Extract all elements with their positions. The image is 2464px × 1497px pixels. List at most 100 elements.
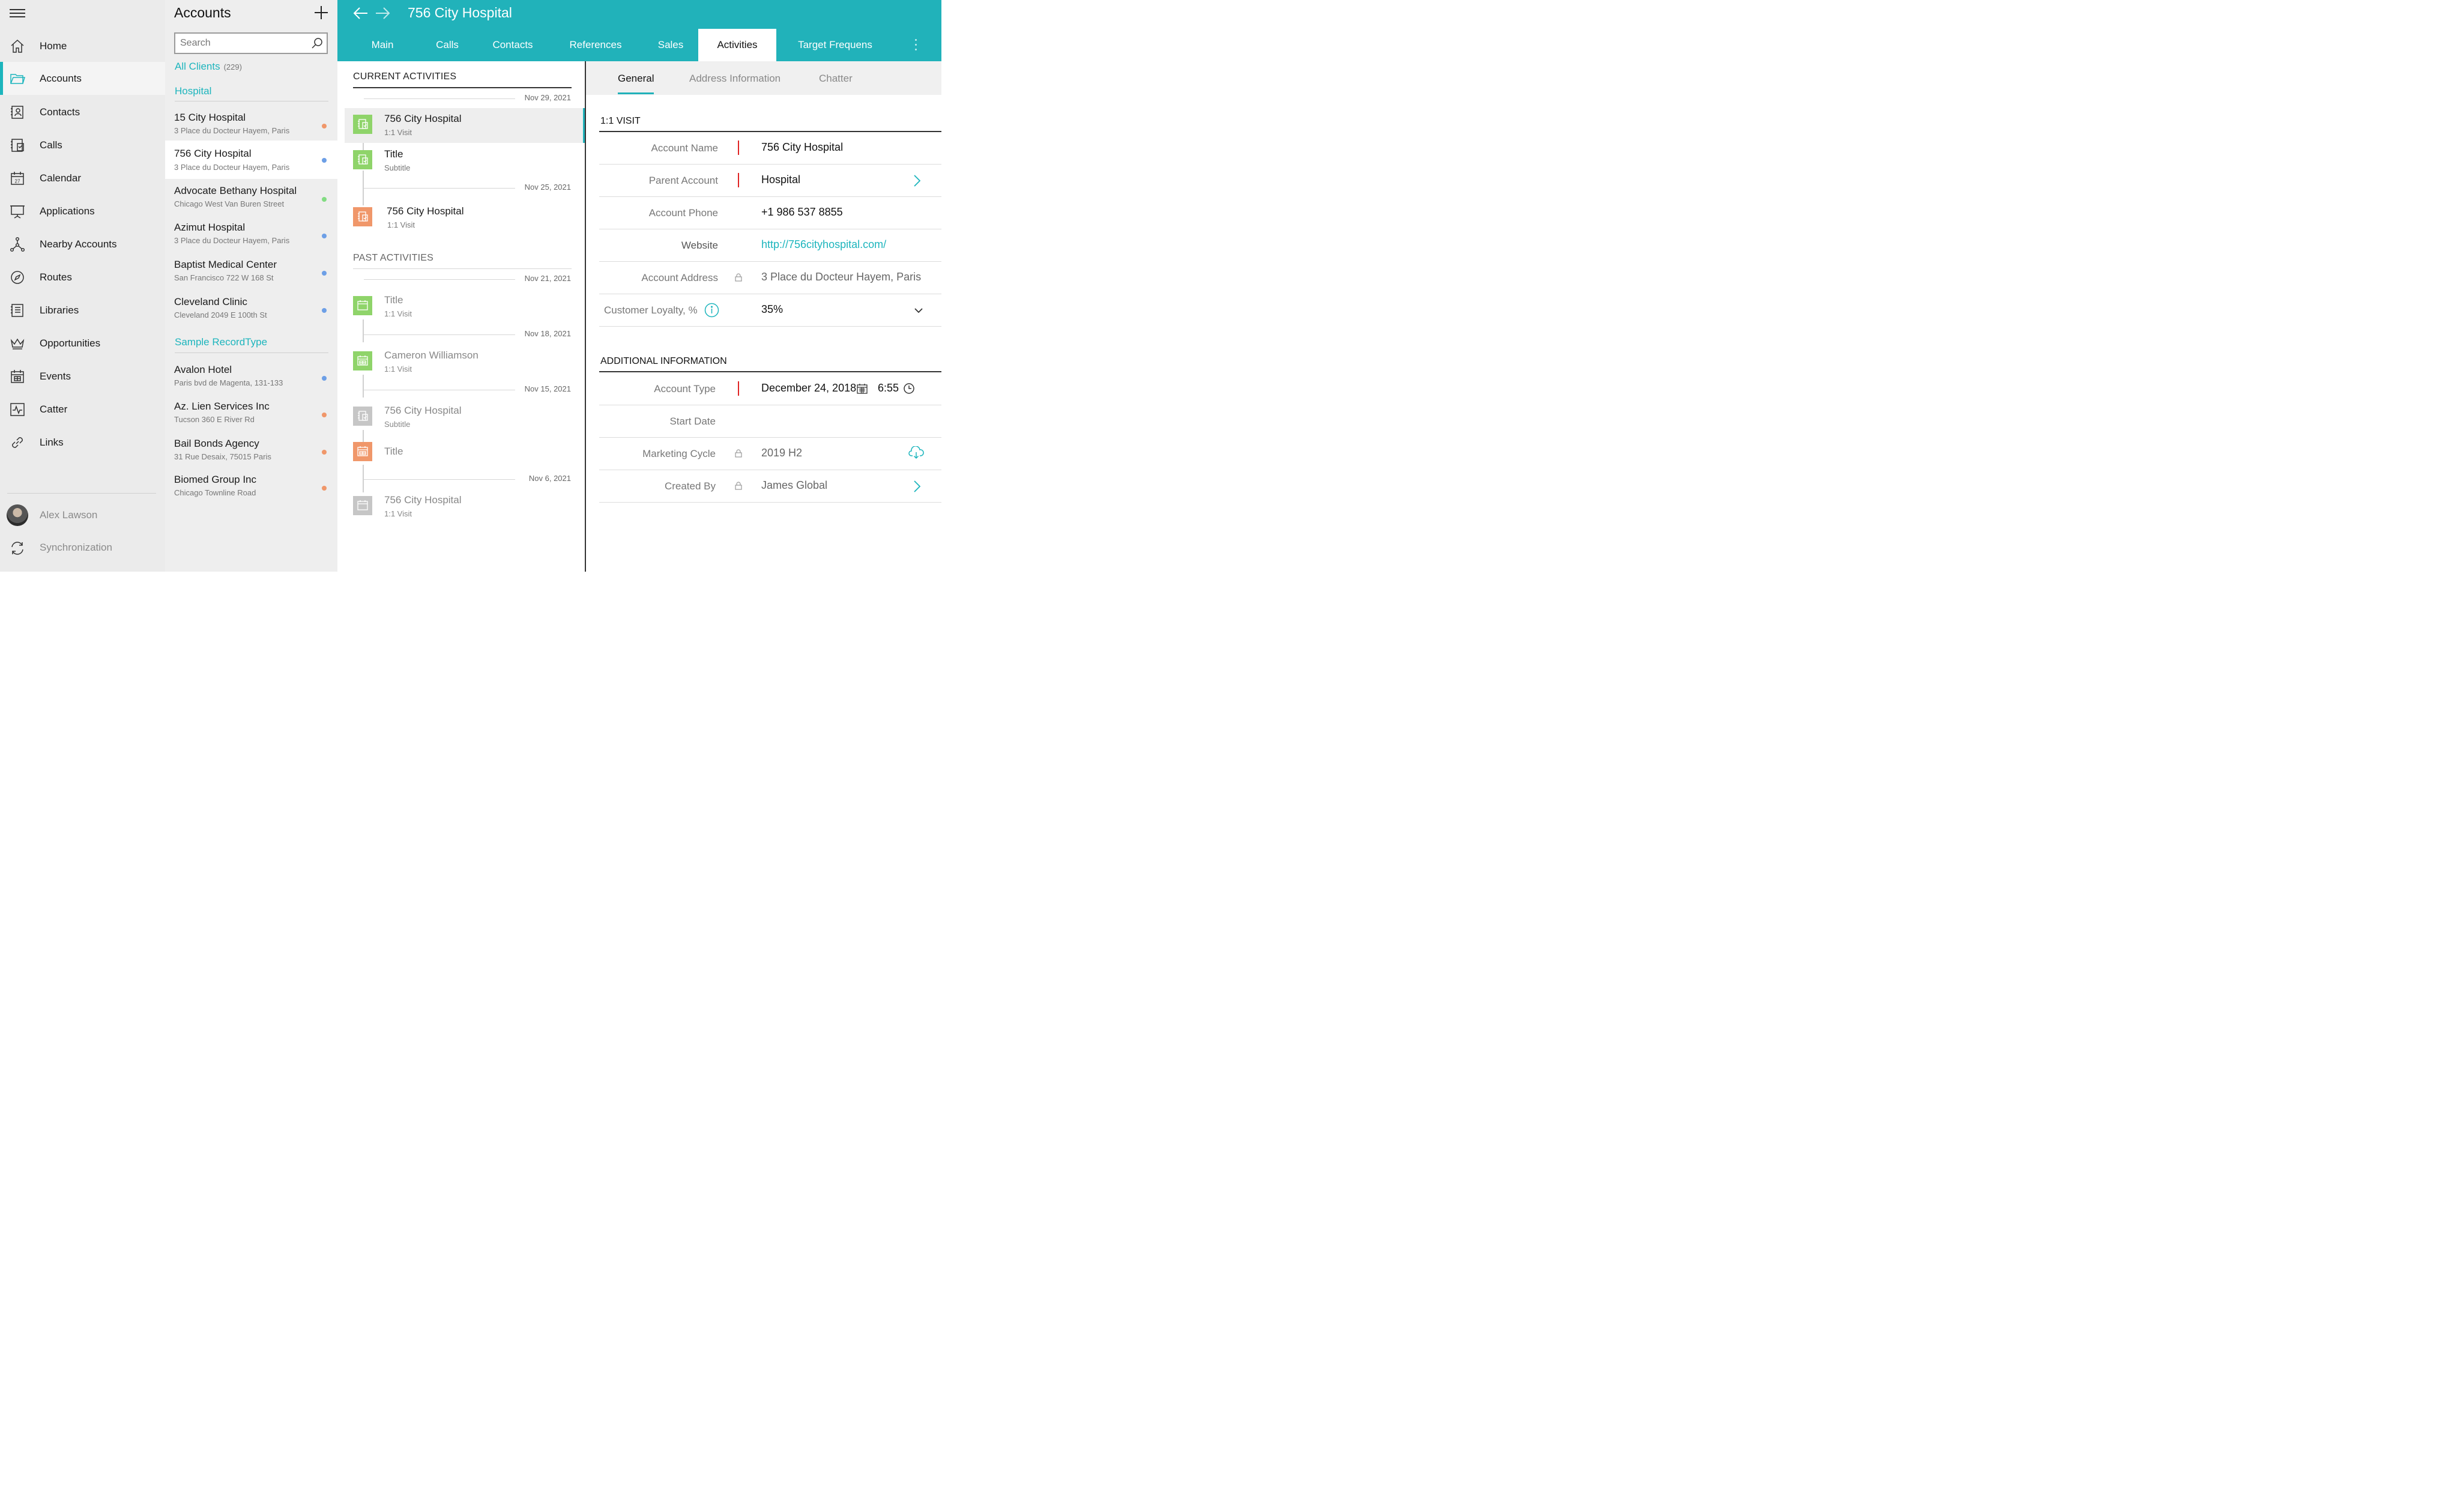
activity-item[interactable]: Title Subtitle	[345, 144, 585, 178]
timeline-connector	[363, 375, 364, 398]
field-value: 3 Place du Docteur Hayem, Paris	[761, 271, 922, 283]
nav-item-routes[interactable]: Routes	[0, 261, 165, 294]
account-item-selected[interactable]: 756 City Hospital 3 Place du Docteur Hay…	[165, 141, 337, 179]
activity-title: Cameron Williamson	[384, 349, 479, 361]
section-divider	[353, 268, 572, 269]
list-title: Accounts	[174, 5, 231, 20]
tab-activities[interactable]: Activities	[698, 29, 776, 61]
more-options-icon[interactable]	[911, 39, 920, 53]
add-icon[interactable]	[313, 5, 329, 20]
activity-title: Title	[384, 148, 403, 160]
clock-icon[interactable]	[903, 383, 915, 395]
field-customer-loyalty[interactable]: Customer Loyalty, % 35%	[599, 294, 941, 327]
contacts-icon	[11, 106, 23, 119]
cloud-download-icon[interactable]	[908, 446, 924, 459]
account-item[interactable]: Cleveland Clinic Cleveland 2049 E 100th …	[165, 292, 337, 330]
tab-contacts[interactable]: Contacts	[492, 39, 533, 50]
account-item[interactable]: Avalon Hotel Paris bvd de Magenta, 131-1…	[165, 360, 337, 398]
activity-title: 756 City Hospital	[384, 494, 462, 506]
activity-item[interactable]: 756 City Hospital 1:1 Visit	[345, 489, 585, 524]
website-link[interactable]: http://756cityhospital.com/	[761, 238, 887, 250]
activity-item[interactable]: Title	[345, 435, 585, 470]
activity-item[interactable]: Cameron Williamson 1:1 Visit	[345, 345, 585, 380]
status-dot	[322, 486, 327, 491]
nav-item-home[interactable]: Home	[0, 29, 165, 62]
timeline-connector	[363, 430, 364, 442]
forward-arrow-icon[interactable]	[375, 6, 390, 20]
tab-target-frequens[interactable]: Target Frequens	[798, 39, 872, 50]
nav-item-catter[interactable]: Catter	[0, 393, 165, 426]
accounts-list-panel: Accounts All Clients(229) Hospital 15 Ci…	[165, 0, 337, 572]
current-activities-title: CURRENT ACTIVITIES	[353, 71, 457, 82]
field-label: Account Name	[651, 142, 719, 154]
nav-user[interactable]: Alex Lawson	[0, 500, 165, 531]
section-divider	[599, 131, 941, 132]
activity-item-selected[interactable]: 756 City Hospital 1:1 Visit	[345, 108, 585, 143]
date-label: Nov 25, 2021	[524, 183, 571, 192]
tab-address-information[interactable]: Address Information	[689, 73, 781, 84]
field-parent-account[interactable]: Parent Account Hospital	[599, 165, 941, 197]
nav-item-links[interactable]: Links	[0, 426, 165, 459]
sync-icon	[11, 542, 23, 555]
activity-item[interactable]: 756 City Hospital Subtitle	[345, 400, 585, 435]
nav-sync[interactable]: Synchronization	[0, 532, 165, 563]
field-start-date[interactable]: Start Date	[599, 405, 941, 438]
account-item[interactable]: Baptist Medical Center San Francisco 722…	[165, 255, 337, 292]
nav-item-contacts[interactable]: Contacts	[0, 95, 165, 129]
all-clients-filter[interactable]: All Clients (229)	[175, 61, 242, 73]
search-input[interactable]	[174, 32, 328, 54]
nav-item-events[interactable]: Events	[0, 360, 165, 393]
presentation-icon	[10, 205, 25, 219]
back-arrow-icon[interactable]	[353, 6, 369, 20]
tab-general[interactable]: General	[618, 73, 654, 84]
field-account-name[interactable]: Account Name 756 City Hospital	[599, 132, 941, 165]
nav-sidebar: Home Accounts Contacts Calls 27 Calendar…	[0, 0, 165, 572]
account-name: Avalon Hotel	[174, 364, 232, 375]
field-created-by[interactable]: Created By James Global	[599, 470, 941, 503]
nav-item-applications[interactable]: Applications	[0, 195, 165, 228]
account-item[interactable]: Advocate Bethany Hospital Chicago West V…	[165, 181, 337, 219]
account-item[interactable]: Biomed Group Inc Chicago Townline Road	[165, 470, 337, 507]
account-item[interactable]: 15 City Hospital 3 Place du Docteur Haye…	[165, 108, 337, 145]
tab-main[interactable]: Main	[371, 39, 394, 50]
field-account-type[interactable]: Account Type December 24, 2018 6:55	[599, 373, 941, 405]
date-label: Nov 6, 2021	[528, 474, 571, 483]
activity-item[interactable]: 756 City Hospital 1:1 Visit	[345, 201, 585, 235]
calendar-icon[interactable]	[856, 383, 868, 395]
account-name: Biomed Group Inc	[174, 474, 257, 485]
nav-divider	[7, 493, 156, 494]
nav-item-opportunities[interactable]: Opportunities	[0, 327, 165, 360]
home-icon	[11, 39, 24, 53]
nav-item-accounts[interactable]: Accounts	[0, 62, 165, 95]
date-value: December 24, 2018	[761, 382, 857, 394]
link-icon	[12, 437, 23, 448]
account-item[interactable]: Bail Bonds Agency 31 Rue Desaix, 75015 P…	[165, 434, 337, 471]
chevron-right-icon[interactable]	[913, 480, 921, 493]
tab-calls[interactable]: Calls	[436, 39, 459, 50]
date-separator: Nov 15, 2021	[364, 384, 571, 396]
nav-item-calls[interactable]: Calls	[0, 129, 165, 162]
nav-item-nearby-accounts[interactable]: Nearby Accounts	[0, 228, 165, 261]
nav-item-calendar[interactable]: 27 Calendar	[0, 162, 165, 195]
activity-item[interactable]: Title 1:1 Visit	[345, 289, 585, 324]
info-icon[interactable]	[704, 303, 719, 318]
field-value: 2019 H2	[761, 447, 803, 459]
field-value: James Global	[761, 479, 828, 491]
nearby-icon	[10, 237, 25, 252]
nav-label: Libraries	[40, 304, 79, 316]
chevron-down-icon[interactable]	[914, 307, 923, 313]
account-item[interactable]: Az. Lien Services Inc Tucson 360 E River…	[165, 397, 337, 434]
tab-chatter[interactable]: Chatter	[819, 73, 853, 84]
tab-references[interactable]: References	[569, 39, 622, 50]
chevron-right-icon[interactable]	[913, 174, 921, 187]
nav-item-libraries[interactable]: Libraries	[0, 294, 165, 327]
hamburger-menu-icon[interactable]	[10, 7, 25, 19]
field-account-address: Account Address 3 Place du Docteur Hayem…	[599, 262, 941, 294]
search-icon[interactable]	[311, 37, 323, 49]
chart-icon	[10, 403, 25, 416]
field-account-phone[interactable]: Account Phone +1 986 537 8855	[599, 197, 941, 229]
calls-icon	[11, 139, 24, 152]
account-item[interactable]: Azimut Hospital 3 Place du Docteur Hayem…	[165, 218, 337, 255]
nav-label: Links	[40, 436, 64, 448]
tab-sales[interactable]: Sales	[657, 39, 684, 50]
